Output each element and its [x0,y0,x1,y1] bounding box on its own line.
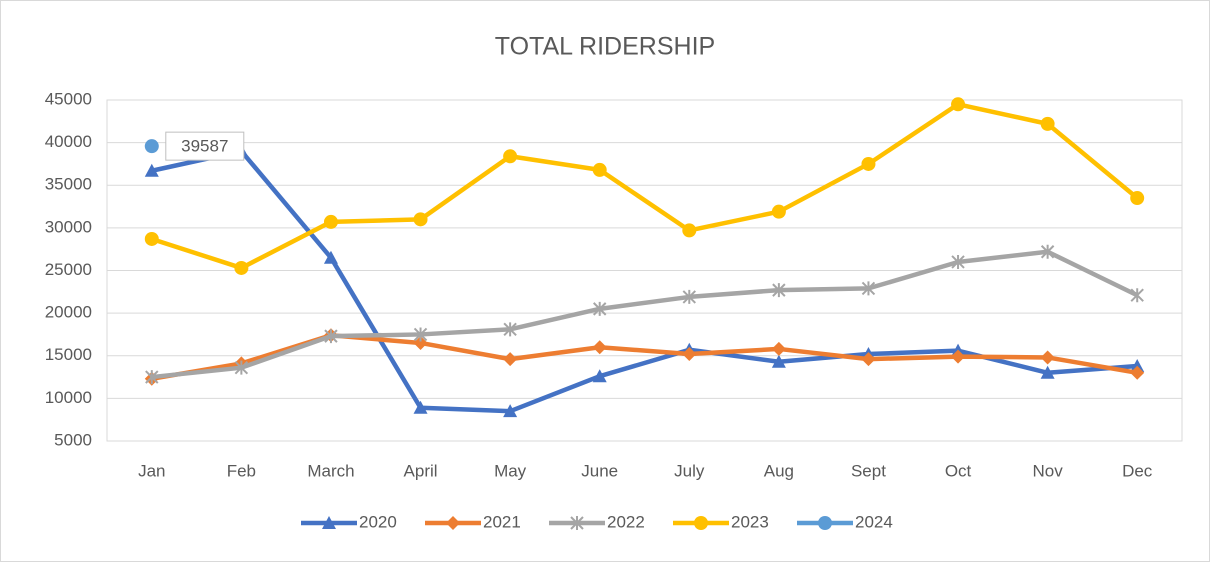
x-tick-label: Dec [1122,461,1153,480]
y-tick-label: 40000 [45,132,92,151]
x-tick-label: July [674,461,705,480]
marker [861,281,876,296]
marker [1130,288,1144,303]
marker [1040,244,1055,259]
marker [682,347,697,362]
marker [682,289,696,304]
y-tick-label: 20000 [45,303,92,322]
marker [771,341,786,356]
marker [234,360,249,375]
marker [323,250,338,264]
marker [323,214,338,229]
x-tick-label: Sept [851,461,886,480]
marker [1130,365,1145,380]
y-tick-label: 25000 [45,260,92,279]
marker [446,516,460,530]
marker [1040,365,1055,379]
x-tick-label: March [307,461,354,480]
marker [861,156,876,171]
marker [144,231,159,246]
marker [771,204,786,219]
series-line [151,102,1139,271]
marker [592,369,607,383]
marker [503,149,518,164]
y-tick-label: 45000 [45,89,92,108]
x-tick-label: Feb [227,461,256,480]
marker [772,283,786,298]
marker [1040,350,1055,365]
marker [503,322,517,337]
marker [1130,191,1145,206]
plot-border [106,99,1183,442]
y-tick-label: 5000 [54,430,92,449]
marker [1040,116,1055,131]
marker [951,254,965,269]
marker [144,163,159,177]
marker [570,516,584,530]
y-tick-label: 35000 [45,175,92,194]
y-tick-label: 30000 [45,217,92,236]
marker [682,223,697,238]
legend-label: 2020 [359,512,397,531]
x-tick-label: April [404,461,438,480]
x-tick-label: May [494,461,527,480]
marker [413,400,428,414]
x-tick-label: June [581,461,618,480]
x-tick-label: Jan [138,461,165,480]
series-line [151,148,1138,414]
data-label: 39587 [181,137,228,156]
marker [413,335,428,350]
x-tick-label: Nov [1033,461,1064,480]
marker [818,516,832,530]
data-label-box [165,131,245,161]
legend-label: 2023 [731,512,769,531]
marker [144,139,159,154]
marker [324,329,338,344]
marker [234,260,249,275]
y-tick-label: 10000 [45,388,92,407]
marker [951,349,966,364]
marker [413,212,428,227]
x-tick-label: Oct [945,461,972,480]
marker [413,327,428,342]
marker [592,162,607,177]
marker [503,352,518,367]
marker [145,370,159,385]
legend-label: 2022 [607,512,645,531]
marker [861,352,876,367]
marker [951,97,966,112]
marker [322,516,336,529]
y-tick-label: 15000 [45,345,92,364]
marker [592,340,607,355]
series-line [151,249,1139,380]
marker [771,354,786,368]
chart-title: TOTAL RIDERSHIP [495,33,715,61]
legend-label: 2021 [483,512,521,531]
marker [1130,358,1145,372]
marker [593,301,607,316]
x-tick-label: Aug [764,461,794,480]
marker [503,404,518,418]
legend-label: 2024 [855,512,893,531]
marker [694,516,708,530]
